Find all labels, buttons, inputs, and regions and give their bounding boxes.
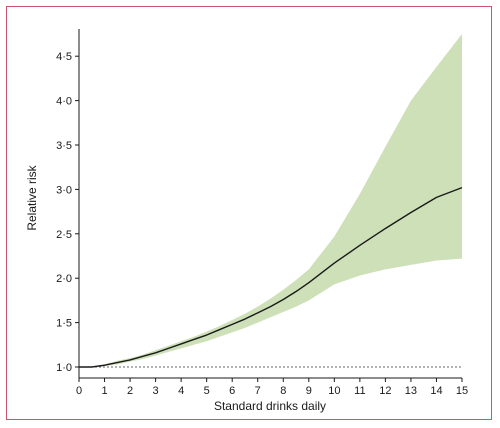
y-axis-label: Relative risk: [25, 164, 39, 230]
relative-risk-line: [79, 186, 463, 368]
y-tick-label: 3·5: [56, 140, 72, 152]
x-tick-label: 1: [101, 385, 107, 397]
x-tick-label: 6: [229, 385, 235, 397]
x-tick-label: 9: [306, 385, 312, 397]
x-tick-label: 2: [127, 385, 133, 397]
y-tick-label: 4·0: [56, 96, 72, 108]
x-tick-label: 11: [354, 385, 365, 397]
y-tick-label: 1·5: [56, 318, 72, 330]
x-tick-label: 7: [255, 385, 261, 397]
x-tick-label: 14: [430, 385, 442, 397]
x-tick-label: 3: [153, 385, 159, 397]
x-tick-label: 0: [76, 385, 82, 397]
x-axis-label: Standard drinks daily: [214, 399, 326, 413]
x-tick-label: 12: [379, 385, 391, 397]
x-tick-label: 8: [280, 385, 286, 397]
y-tick-label: 4·5: [56, 51, 72, 63]
x-tick-label: 13: [405, 385, 417, 397]
y-tick-label: 2·5: [56, 229, 72, 241]
x-tick-label: 15: [456, 385, 468, 397]
confidence-band: [79, 34, 462, 367]
y-tick-label: 3·0: [56, 184, 72, 196]
x-tick-label: 10: [328, 385, 340, 397]
x-tick-label: 4: [178, 385, 184, 397]
y-tick-label: 2·0: [56, 273, 72, 285]
y-tick-label: 1·0: [56, 362, 72, 374]
x-tick-label: 5: [204, 385, 210, 397]
